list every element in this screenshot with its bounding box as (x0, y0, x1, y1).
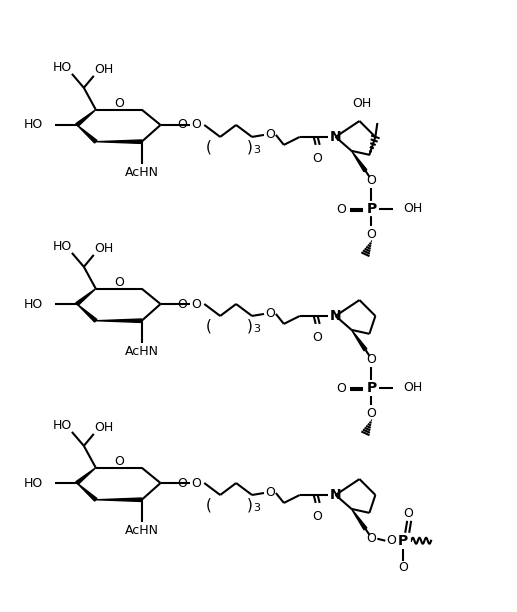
Text: HO: HO (24, 119, 43, 132)
Polygon shape (352, 330, 367, 351)
Polygon shape (76, 468, 96, 484)
Circle shape (396, 534, 410, 548)
Text: P: P (366, 201, 376, 215)
Text: O: O (398, 561, 408, 574)
Text: ): ) (247, 318, 253, 334)
Text: O: O (191, 119, 201, 132)
Text: O: O (177, 477, 187, 490)
Text: O: O (114, 97, 124, 110)
Text: P: P (398, 534, 408, 548)
Text: N: N (330, 309, 341, 323)
Text: O: O (367, 353, 376, 366)
Polygon shape (76, 289, 96, 305)
Text: O: O (265, 487, 275, 499)
Text: AcHN: AcHN (125, 345, 159, 358)
Text: O: O (313, 152, 323, 165)
Text: (: ( (205, 140, 211, 154)
Text: N: N (330, 130, 341, 144)
Text: ): ) (247, 140, 253, 154)
Text: O: O (114, 276, 124, 289)
Text: OH: OH (403, 202, 422, 215)
Text: HO: HO (52, 419, 71, 433)
Text: P: P (366, 381, 376, 395)
Polygon shape (76, 110, 96, 126)
Text: OH: OH (94, 422, 113, 435)
Text: O: O (386, 534, 396, 547)
Text: O: O (191, 297, 201, 310)
Text: 3: 3 (253, 503, 261, 513)
Text: O: O (367, 174, 376, 187)
Text: N: N (330, 488, 341, 502)
Text: ): ) (247, 498, 253, 512)
Text: O: O (114, 455, 124, 468)
Text: O: O (191, 477, 201, 490)
Polygon shape (352, 151, 367, 172)
Text: O: O (337, 382, 346, 395)
Text: OH: OH (352, 97, 371, 110)
Text: 3: 3 (253, 145, 261, 155)
Text: O: O (367, 407, 376, 420)
Text: (: ( (205, 498, 211, 512)
Polygon shape (352, 509, 367, 530)
Polygon shape (96, 498, 142, 501)
Text: O: O (337, 203, 346, 216)
Text: O: O (265, 129, 275, 141)
Text: O: O (313, 510, 323, 523)
Text: O: O (367, 532, 376, 545)
Text: O: O (403, 507, 413, 520)
Text: AcHN: AcHN (125, 166, 159, 179)
Text: HO: HO (52, 241, 71, 253)
Polygon shape (77, 304, 97, 322)
Circle shape (364, 201, 378, 215)
Text: AcHN: AcHN (125, 524, 159, 537)
Text: O: O (265, 307, 275, 321)
Polygon shape (96, 319, 142, 323)
Text: HO: HO (24, 297, 43, 310)
Text: OH: OH (94, 64, 113, 76)
Text: OH: OH (94, 242, 113, 255)
Text: O: O (177, 119, 187, 132)
Polygon shape (77, 483, 97, 501)
Text: 3: 3 (253, 324, 261, 334)
Text: O: O (313, 331, 323, 345)
Text: (: ( (205, 318, 211, 334)
Text: HO: HO (24, 477, 43, 490)
Polygon shape (96, 140, 142, 143)
Polygon shape (77, 125, 97, 143)
Text: OH: OH (403, 381, 422, 394)
Circle shape (364, 381, 378, 395)
Text: HO: HO (52, 61, 71, 75)
Text: O: O (367, 228, 376, 241)
Text: O: O (177, 297, 187, 310)
